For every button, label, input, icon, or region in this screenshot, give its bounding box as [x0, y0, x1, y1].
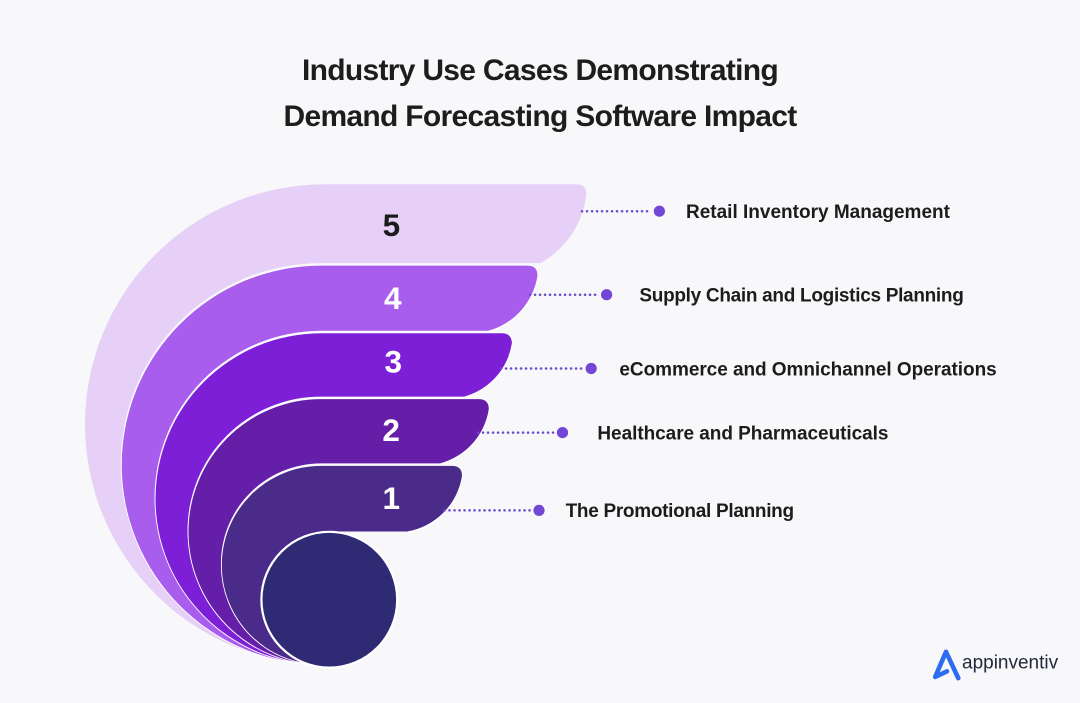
- svg-text:eCommerce and Omnichannel Oper: eCommerce and Omnichannel Operations: [619, 359, 996, 380]
- svg-text:1: 1: [383, 480, 401, 516]
- svg-text:2: 2: [382, 412, 400, 448]
- svg-text:Supply Chain and Logistics Pla: Supply Chain and Logistics Planning: [639, 286, 963, 307]
- svg-text:Demand Forecasting Software Im: Demand Forecasting Software Impact: [284, 100, 798, 133]
- svg-text:appinventiv: appinventiv: [962, 653, 1059, 674]
- svg-text:3: 3: [385, 343, 403, 379]
- svg-text:Retail Inventory Management: Retail Inventory Management: [686, 202, 951, 223]
- svg-text:Industry Use Cases Demonstrati: Industry Use Cases Demonstrating: [302, 54, 778, 87]
- svg-text:5: 5: [383, 207, 401, 243]
- svg-text:The Promotional Planning: The Promotional Planning: [566, 501, 794, 522]
- svg-text:4: 4: [384, 280, 402, 316]
- svg-text:Healthcare and Pharmaceuticals: Healthcare and Pharmaceuticals: [597, 423, 888, 444]
